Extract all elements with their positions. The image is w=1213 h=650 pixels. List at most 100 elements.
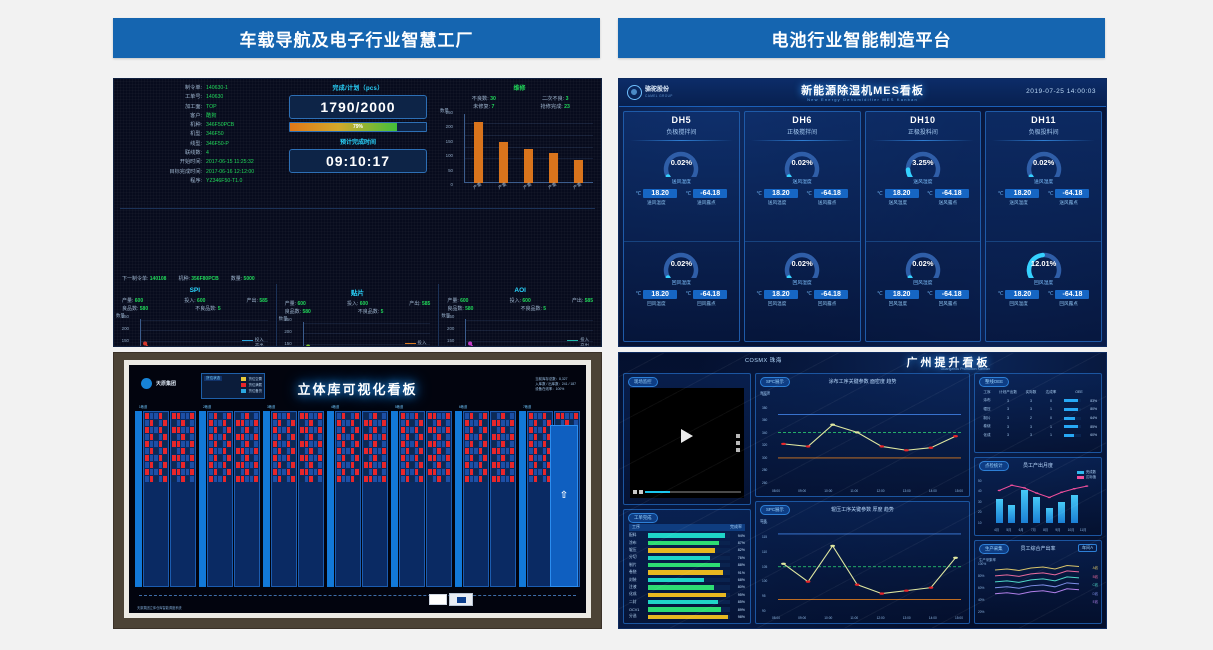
video-side-controls[interactable] [736,434,740,455]
rack-cell [574,420,578,426]
video-play-button[interactable] [633,489,637,494]
rack-cell [533,469,538,475]
rack-cell [465,455,469,461]
rack-cell [510,413,514,419]
fullscreen-icon[interactable] [736,448,740,453]
rack-cell [277,455,282,461]
video-seek-bar[interactable] [645,490,741,493]
combo-line [999,485,1087,497]
spc-ytick: 360 [762,418,768,423]
spc-ytick: 340 [762,430,768,435]
video-screen[interactable] [630,388,744,498]
rack-cell [501,448,505,454]
rack-cell [542,420,547,426]
rack-cell [249,462,254,468]
rack-cell [249,434,254,440]
rack-cell [236,448,240,454]
rack-cell [245,476,249,482]
rack-cell [368,462,373,468]
supply-dew-value: -64.18 [693,189,728,198]
rack-cell [282,469,286,475]
rack-cell [154,434,158,440]
pencil-icon[interactable] [736,434,740,439]
dehu-card-dh6[interactable]: DH6 正极搅拌间 0.02% 送风湿度 ℃ 18.20 送风温度 ℃ -64.18 送风露点 0.… [743,111,861,342]
multiline-legend-label: C线 [1092,583,1099,588]
rack-cell [227,476,231,482]
work-order-track [648,600,730,605]
repair-chart-bars [466,114,591,183]
rack-cell [382,476,386,482]
rack-cell [286,413,291,419]
supply-temp-unit: ℃ [756,190,762,197]
return-dew: ℃ -64.18 回风露点 [925,289,971,307]
return-dew-unit: ℃ [1047,291,1054,297]
eta-value: 09:10:17 [289,149,427,173]
work-order-fill [648,600,718,605]
rack-cell [446,413,450,419]
rack-cell [355,476,359,482]
rack-cell [538,434,542,440]
combo-bar [1020,490,1028,524]
dehu-card-dh10[interactable]: DH10 正极投料间 3.25% 送风湿度 ℃ 18.20 送风温度 ℃ -64.18 送风露点 0… [864,111,982,342]
work-order-header: 工序 完成率 [629,523,745,531]
rack-pillar [519,411,526,587]
rack-cell [222,413,227,419]
rack-cell [529,413,533,419]
return-gauge-label: 回风湿度 [671,280,691,286]
rack-cell [437,434,441,440]
rack-cell [254,427,258,433]
combo-bar [995,498,1003,524]
info-value: TOP [206,103,217,110]
video-controls[interactable] [633,489,741,495]
rack-cell [373,462,377,468]
rack-cell [501,434,505,440]
rack-cell [465,434,469,440]
rack-cell [282,448,286,454]
rack-cell [158,434,163,440]
multiline-series [995,571,1079,576]
info-row: 机种: 346F50PCB [114,121,274,130]
rack-cell [254,413,258,419]
rack-cell [318,448,322,454]
rack-cell [213,462,218,468]
rack-cell [538,413,542,419]
return-temp-unit: ℃ [877,291,883,297]
rack-cell [286,448,291,454]
rack-cell [149,441,154,447]
rack-cell [313,420,318,426]
spc-series-point [805,445,811,448]
multiline-selector[interactable]: 车间A [1077,544,1097,553]
supply-dew-label: 送风露点 [1059,200,1078,205]
play-icon[interactable] [681,429,693,444]
spc-series-point [830,423,836,426]
rack-cell [350,455,355,461]
next-order-info: 下一制令单: 140108 机种: 356F80PCB 数量: 5000 [122,275,593,282]
work-order-track [648,548,730,553]
rack-cell [222,476,227,482]
rack-cell [245,427,249,433]
rack-cell [547,462,551,468]
rack-cell [181,448,185,454]
rack-cell [382,455,386,461]
video-next-button[interactable] [639,489,643,494]
return-gauge-segment [905,252,941,278]
multiline-plot [995,563,1079,613]
rack-cell [465,427,469,433]
rack-cell [190,476,194,482]
process-chart-plot [140,319,268,346]
rack-cell [213,427,218,433]
dehu-card-dh5[interactable]: DH5 负极搅拌间 0.02% 送风湿度 ℃ 18.20 送风温度 ℃ -64.18 送风露点 0.… [623,111,740,342]
oee-bar [1064,425,1081,429]
supply-temp-label: 送风温度 [888,200,908,205]
combo-legend-row: 达标值 [1076,475,1096,480]
rack-cell [227,420,231,426]
camera-icon[interactable] [736,441,740,446]
combo-ytick: 20 [978,510,982,515]
rack-cell [478,476,483,482]
video-panel[interactable]: 现场监控 [623,373,751,505]
rack-cell [474,462,478,468]
spc-panel-top: SPC展示 涂布工序关键参数 面密度 趋势 面密度 400 380 360 340 32… [755,373,970,497]
rack-cell [286,434,291,440]
dehu-card-dh11[interactable]: DH11 负极投料间 0.02% 送风湿度 ℃ 18.20 送风温度 ℃ -64.18 送风露点 1… [985,111,1102,342]
rack-cell [350,434,355,440]
